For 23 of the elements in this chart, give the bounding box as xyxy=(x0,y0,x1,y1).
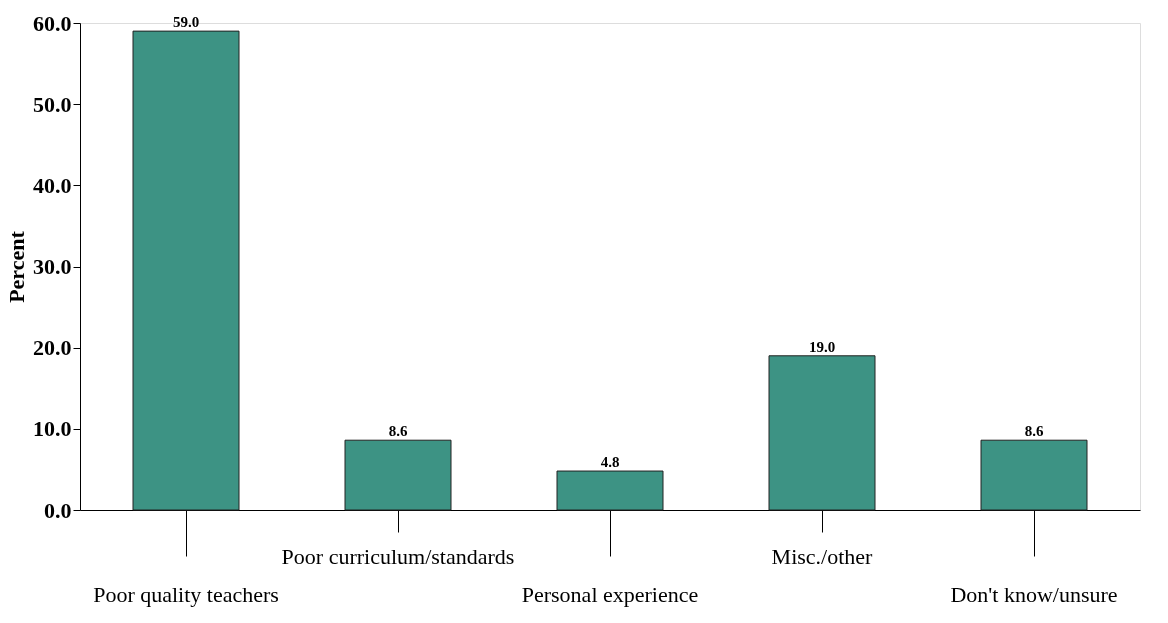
x-tick-label: Poor quality teachers xyxy=(93,581,279,607)
y-tick-label: 10.0 xyxy=(33,416,72,442)
y-axis-title: Percent xyxy=(4,230,29,303)
bar xyxy=(132,30,240,511)
x-tick-label: Poor curriculum/standards xyxy=(281,543,515,569)
bar xyxy=(556,470,664,511)
data-label: 8.6 xyxy=(388,423,408,440)
y-tick-label: 40.0 xyxy=(33,172,72,198)
bar xyxy=(980,439,1088,511)
y-tick-label: 60.0 xyxy=(33,10,72,36)
data-label: 59.0 xyxy=(172,14,200,31)
x-tick-label: Misc./other xyxy=(771,543,874,569)
bar xyxy=(768,355,876,511)
bar xyxy=(344,439,452,511)
y-tick-label: 30.0 xyxy=(33,254,72,279)
data-label: 4.8 xyxy=(600,454,620,471)
y-tick-label: 0.0 xyxy=(44,497,72,523)
x-tick-label: Don't know/unsure xyxy=(950,581,1118,607)
data-label: 8.6 xyxy=(1024,423,1044,440)
y-tick-label: 50.0 xyxy=(33,91,72,117)
data-label: 19.0 xyxy=(808,338,836,355)
x-tick-label: Personal experience xyxy=(521,581,699,607)
y-tick-label: 20.0 xyxy=(33,335,72,361)
